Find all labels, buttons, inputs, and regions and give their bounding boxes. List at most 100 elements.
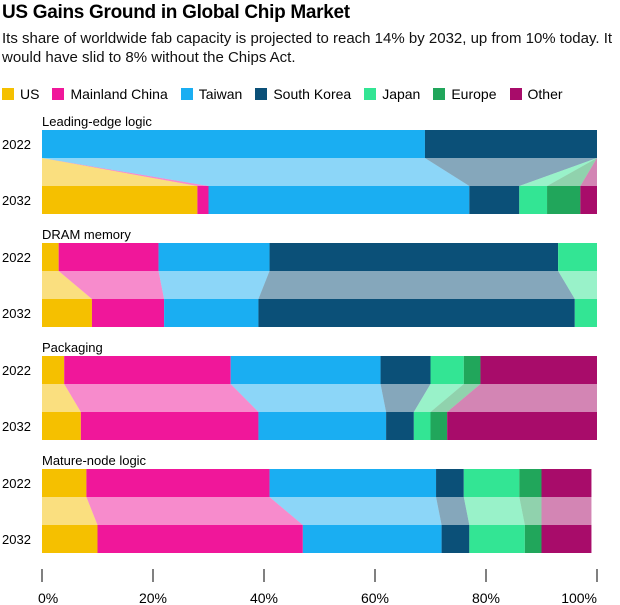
bar-segment xyxy=(558,243,597,271)
row-year-label: 2022 xyxy=(2,476,31,491)
legend-item-us: US xyxy=(2,86,39,102)
legend-label: Mainland China xyxy=(70,86,168,102)
connector-band xyxy=(519,158,597,186)
legend-label: Taiwan xyxy=(198,86,243,102)
bar-segment xyxy=(386,412,414,440)
connector-band xyxy=(380,384,431,412)
legend-item-south-korea: South Korea xyxy=(255,86,351,102)
bar-segment xyxy=(480,356,597,384)
legend-swatch xyxy=(180,88,193,100)
connector-band xyxy=(42,271,92,299)
bar-segment xyxy=(97,525,303,553)
group-label: Mature-node logic xyxy=(42,453,147,468)
bar-segment xyxy=(58,243,159,271)
x-tick-label: 100% xyxy=(561,590,597,605)
bar-segment xyxy=(164,299,259,327)
connector-band xyxy=(447,384,597,412)
bar-segment xyxy=(541,469,592,497)
connector-band xyxy=(258,271,575,299)
bar-segment xyxy=(519,186,548,214)
bar-segment xyxy=(524,525,542,553)
bar-segment xyxy=(463,356,481,384)
bar-segment xyxy=(158,243,270,271)
x-tick-label: 80% xyxy=(472,590,500,605)
bar-segment xyxy=(42,356,65,384)
bar-segment xyxy=(413,412,431,440)
legend-item-europe: Europe xyxy=(433,86,497,102)
bar-segment xyxy=(436,469,464,497)
bar-segment xyxy=(469,186,520,214)
legend-label: Other xyxy=(527,86,563,102)
legend: US Mainland China Taiwan South Korea Jap… xyxy=(2,86,576,102)
group-label: DRAM memory xyxy=(42,227,131,242)
connector-band xyxy=(86,497,303,525)
legend-item-taiwan: Taiwan xyxy=(180,86,243,102)
connector-band xyxy=(463,497,525,525)
connector-band xyxy=(158,271,270,299)
bar-segment xyxy=(519,469,542,497)
legend-label: Japan xyxy=(382,86,421,102)
bar-segment xyxy=(258,299,575,327)
legend-swatch xyxy=(509,88,522,100)
legend-swatch xyxy=(52,88,65,100)
bar-segment xyxy=(230,356,381,384)
bar-segment xyxy=(42,525,98,553)
legend-label: US xyxy=(20,86,40,102)
connector-band xyxy=(42,384,81,412)
bar-segment xyxy=(42,130,425,158)
bar-segment xyxy=(469,525,525,553)
connector-band xyxy=(42,158,470,186)
bar-segment xyxy=(547,186,581,214)
bar-segment xyxy=(269,243,559,271)
x-tick-label: 0% xyxy=(38,590,58,605)
connector-band xyxy=(547,158,597,186)
bar-segment xyxy=(441,525,470,553)
row-year-label: 2022 xyxy=(2,137,31,152)
connector-band xyxy=(541,497,592,525)
row-year-label: 2032 xyxy=(2,193,31,208)
bar-segment xyxy=(42,186,198,214)
row-year-label: 2032 xyxy=(2,532,31,547)
row-year-label: 2022 xyxy=(2,250,31,265)
x-tick-label: 40% xyxy=(250,590,278,605)
x-tick-label: 60% xyxy=(361,590,389,605)
bar-segment xyxy=(42,243,59,271)
bar-segment xyxy=(197,186,209,214)
bar-segment xyxy=(64,356,231,384)
connector-band xyxy=(269,497,442,525)
bar-segment xyxy=(580,186,597,214)
legend-item-mainland-china: Mainland China xyxy=(52,86,168,102)
connector-band xyxy=(519,497,542,525)
bar-segment xyxy=(447,412,597,440)
bar-segment xyxy=(430,356,464,384)
legend-item-other: Other xyxy=(509,86,563,102)
bar-segment xyxy=(302,525,442,553)
connector-band xyxy=(430,384,481,412)
bar-segment xyxy=(42,412,81,440)
bar-segment xyxy=(80,412,259,440)
bar-segment xyxy=(541,525,592,553)
bar-segment xyxy=(42,299,92,327)
bar-segment xyxy=(86,469,270,497)
legend-label: South Korea xyxy=(273,86,352,102)
bar-segment xyxy=(430,412,448,440)
connector-band xyxy=(64,384,259,412)
connector-band xyxy=(558,271,597,299)
group-label: Packaging xyxy=(42,340,103,355)
bar-segment xyxy=(208,186,470,214)
connector-band xyxy=(580,158,597,186)
connector-band xyxy=(42,497,98,525)
legend-swatch xyxy=(255,88,268,100)
bar-segment xyxy=(574,299,597,327)
row-year-label: 2022 xyxy=(2,363,31,378)
bar-segment xyxy=(463,469,520,497)
group-label: Leading-edge logic xyxy=(42,114,152,129)
legend-label: Europe xyxy=(451,86,497,102)
chart-title: US Gains Ground in Global Chip Market xyxy=(2,2,350,23)
legend-item-japan: Japan xyxy=(364,86,420,102)
bar-segment xyxy=(91,299,165,327)
legend-swatch xyxy=(2,88,14,100)
bar-segment xyxy=(424,130,597,158)
row-year-label: 2032 xyxy=(2,306,31,321)
